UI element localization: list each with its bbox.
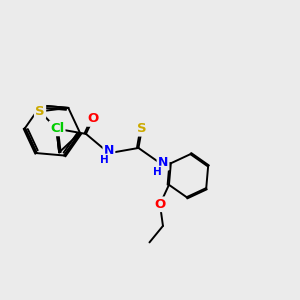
Text: S: S: [137, 122, 147, 135]
Text: H: H: [100, 155, 109, 165]
Text: N: N: [158, 156, 168, 169]
Text: O: O: [87, 112, 98, 125]
Text: S: S: [35, 105, 45, 118]
Text: O: O: [154, 198, 166, 211]
Text: N: N: [104, 144, 114, 157]
Text: H: H: [153, 167, 162, 177]
Text: Cl: Cl: [50, 122, 64, 135]
